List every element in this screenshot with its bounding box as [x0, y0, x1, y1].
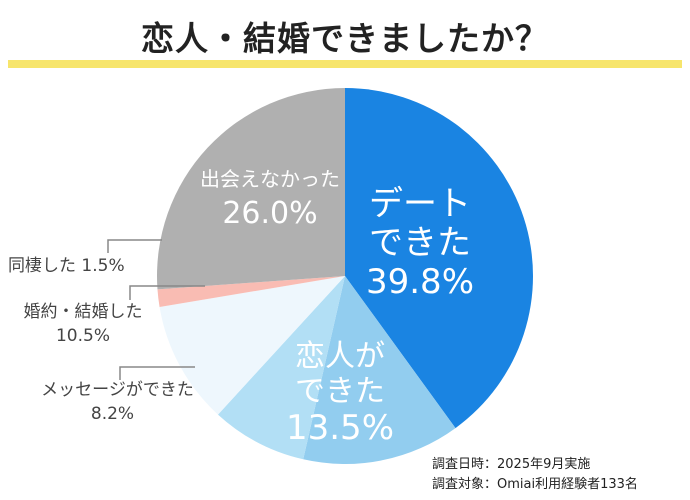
leader-line-kekkon — [129, 285, 205, 300]
pie-slice-1 — [303, 276, 456, 464]
label-text: 婚約・結婚した — [23, 302, 143, 322]
chart-title: 恋人・結婚できましたか？ — [141, 19, 549, 58]
title-underline — [8, 60, 682, 68]
slice-label-date: デート できた 39.8% — [360, 184, 480, 303]
data-label: 39.8% — [365, 262, 474, 303]
survey-date: 調査日時：2025年9月実施 — [432, 457, 591, 472]
pie-slice-0 — [345, 88, 533, 429]
data-label: 26.0% — [222, 196, 318, 231]
leader-line-dousei — [107, 239, 162, 253]
label-kekkon: 婚約・結婚した 10.5% — [8, 300, 158, 348]
label-msg: メッセージができた 8.2% — [20, 378, 215, 426]
data-label: 13.5% — [285, 408, 394, 448]
label-text: メッセージができた — [41, 380, 194, 400]
footer: 調査日時：2025年9月実施 調査対象：Omiai利用経験者133名 — [432, 455, 638, 495]
label-dousei: 同棲した 1.5% — [8, 256, 125, 276]
data-label: 8.2% — [90, 404, 135, 424]
pie-slice-4 — [157, 276, 345, 308]
slice-label-koibito: 恋人が できた 13.5% — [270, 339, 410, 448]
label-text: できた — [295, 373, 385, 409]
label-text: 恋人が — [295, 339, 385, 374]
label-text: デート — [369, 184, 471, 224]
pie-slice-3 — [159, 276, 345, 415]
pie-slice-2 — [217, 276, 345, 460]
leader-line-msg — [119, 366, 195, 380]
data-label: 10.5% — [55, 326, 110, 346]
slice-label-deaenai: 出会えなかった 26.0% — [190, 168, 350, 232]
label-text: できた — [369, 223, 471, 264]
label-text: 出会えなかった — [200, 167, 340, 191]
pie-slice-5 — [157, 88, 345, 290]
survey-target: 調査対象：Omiai利用経験者133名 — [432, 477, 638, 492]
